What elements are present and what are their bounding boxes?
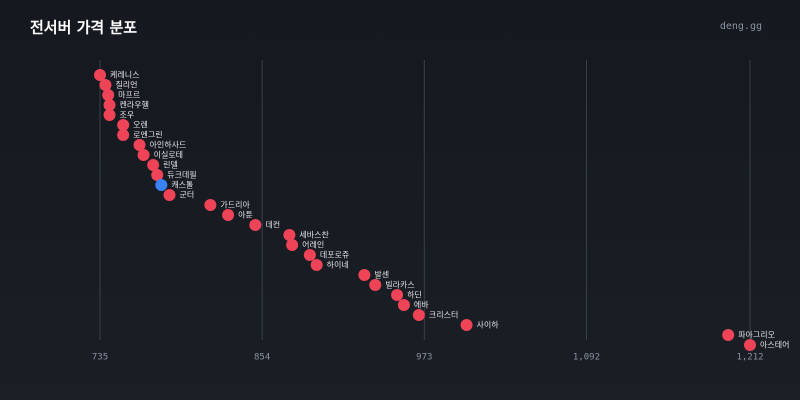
point-label: 마프르 bbox=[118, 91, 140, 100]
point bbox=[283, 229, 296, 241]
point bbox=[722, 329, 735, 341]
point bbox=[391, 289, 404, 301]
point-label: 사이하 bbox=[477, 320, 500, 330]
point bbox=[117, 129, 130, 141]
point bbox=[744, 339, 756, 351]
point-label: 발센 bbox=[374, 270, 389, 280]
point-label: 어레인 bbox=[302, 240, 324, 250]
point bbox=[133, 139, 146, 151]
point-label: 하이네 bbox=[327, 260, 349, 270]
point bbox=[151, 169, 164, 181]
point-label: 하딘 bbox=[407, 290, 422, 300]
point bbox=[137, 149, 150, 161]
point-label: 이실로테 bbox=[154, 150, 183, 160]
point bbox=[460, 319, 473, 331]
point bbox=[102, 89, 115, 101]
point bbox=[249, 219, 262, 231]
point bbox=[147, 159, 160, 171]
point bbox=[358, 269, 371, 281]
point bbox=[397, 299, 410, 311]
point-label: 케레니스 bbox=[110, 70, 139, 80]
point bbox=[412, 309, 425, 321]
point-label: 데포로쥬 bbox=[320, 251, 349, 260]
point-label: 린델 bbox=[163, 160, 178, 170]
point bbox=[117, 119, 130, 131]
point-label: 조우 bbox=[120, 111, 135, 120]
x-tick-label: 735 bbox=[92, 353, 108, 363]
point-label: 오렌 bbox=[133, 120, 148, 130]
chart-title: 전서버 가격 분포 bbox=[30, 19, 137, 37]
point bbox=[369, 279, 382, 291]
point bbox=[155, 179, 168, 191]
point-label: 빌라카스 bbox=[385, 280, 414, 290]
point-label: 아스테어 bbox=[760, 340, 789, 350]
point bbox=[303, 249, 316, 261]
point bbox=[204, 199, 217, 211]
x-tick-label: 1,212 bbox=[736, 353, 763, 363]
point-label: 켄라우헬 bbox=[120, 100, 149, 110]
point-label: 아툰 bbox=[238, 210, 253, 220]
point-label: 군터 bbox=[179, 191, 194, 200]
point bbox=[222, 209, 235, 221]
point-label: 파아그리오 bbox=[738, 330, 775, 340]
point bbox=[103, 99, 116, 111]
watermark: deng.gg bbox=[720, 21, 762, 32]
point bbox=[286, 239, 299, 251]
point bbox=[163, 189, 176, 201]
point-label: 질리언 bbox=[115, 80, 137, 90]
point bbox=[99, 79, 112, 91]
point-label: 데컨 bbox=[265, 220, 280, 230]
point-label: 로엔그린 bbox=[133, 130, 162, 140]
point bbox=[94, 69, 106, 81]
point bbox=[310, 259, 323, 271]
x-tick-label: 1,092 bbox=[573, 353, 600, 363]
point-label: 에바 bbox=[414, 300, 429, 310]
x-tick-label: 973 bbox=[416, 353, 432, 363]
point bbox=[103, 109, 116, 121]
point-label: 아인하사드 bbox=[150, 140, 187, 150]
point-label: 세바스찬 bbox=[299, 230, 329, 240]
point-label: 크리스터 bbox=[429, 311, 458, 320]
point-label: 캐스톨 bbox=[171, 181, 193, 190]
x-tick-label: 854 bbox=[254, 353, 270, 363]
point-label: 듀크데필 bbox=[167, 170, 196, 180]
point-label: 가드리아 bbox=[220, 200, 250, 210]
